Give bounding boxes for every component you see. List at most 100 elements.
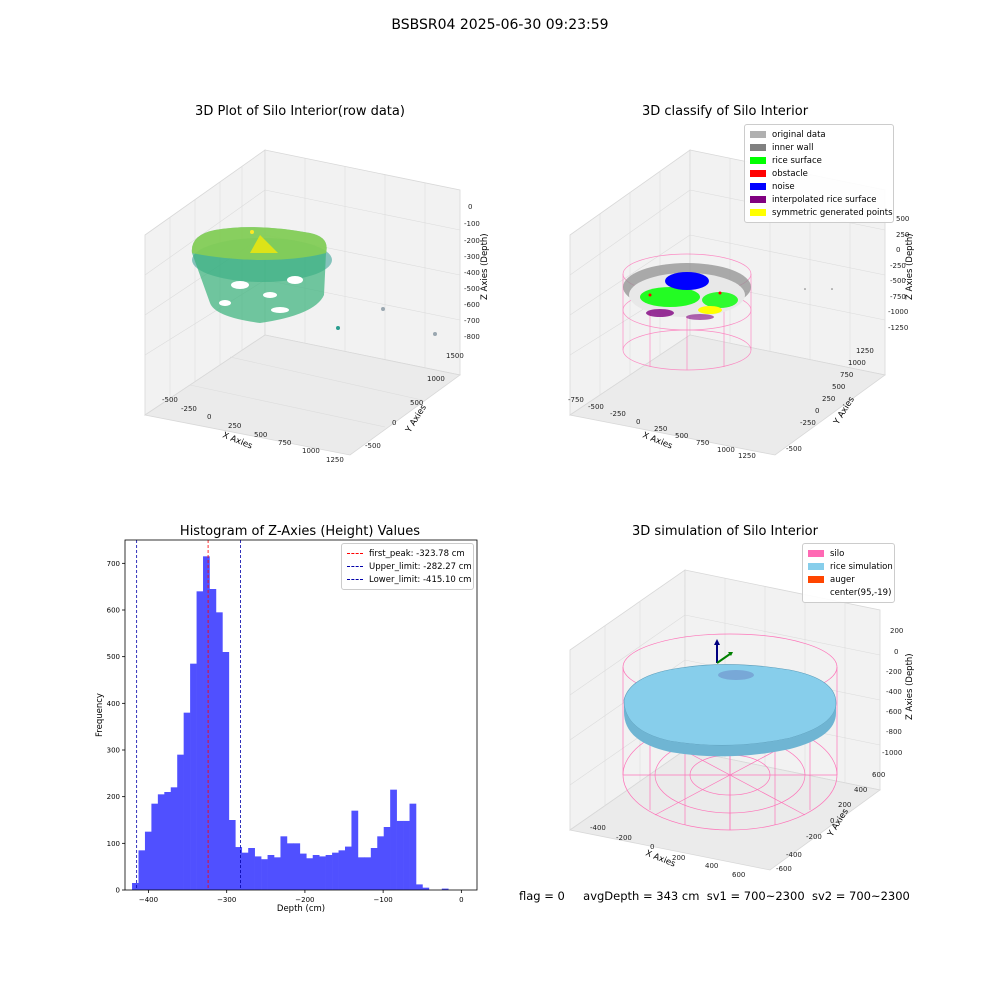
classify-ytick: 0 bbox=[815, 407, 819, 415]
simulation-xtick: 400 bbox=[705, 862, 718, 870]
histogram-ytick-label: 100 bbox=[107, 840, 120, 848]
raw-3d-plot: -500 -250 0 250 500 750 1000 1250 -500 0… bbox=[143, 149, 490, 464]
legend-entry: Lower_limit: -415.10 cm bbox=[347, 573, 471, 586]
histogram-bar bbox=[144, 831, 152, 890]
histogram-bar bbox=[306, 858, 314, 890]
histogram-bar bbox=[261, 859, 268, 890]
simulation-zlabel: Z Axies (Depth) bbox=[905, 653, 915, 720]
classify-ytick: 1000 bbox=[848, 359, 866, 367]
histogram-bar bbox=[357, 857, 365, 890]
legend-swatch bbox=[750, 196, 766, 203]
histogram-bar bbox=[351, 810, 359, 890]
legend-entry: Upper_limit: -282.27 cm bbox=[347, 560, 472, 573]
legend-swatch bbox=[347, 566, 363, 567]
raw-xtick: -250 bbox=[181, 405, 197, 413]
simulation-floor-pane bbox=[569, 749, 881, 871]
classify-ztick: -750 bbox=[890, 293, 906, 301]
raw-ytick: -500 bbox=[365, 442, 381, 450]
histogram-xtick-label: 0 bbox=[459, 896, 463, 904]
raw-ztick: -300 bbox=[464, 253, 480, 261]
simulation-ztick: -200 bbox=[886, 668, 902, 676]
legend-swatch bbox=[347, 553, 363, 554]
raw-ytick: 1500 bbox=[446, 352, 464, 360]
histogram-title: Histogram of Z-Axies (Height) Values bbox=[179, 524, 421, 539]
simulation-ztick: -1000 bbox=[882, 749, 902, 757]
histogram-bar bbox=[209, 589, 217, 890]
classify-xtick: 1250 bbox=[738, 452, 756, 460]
simulation-ytick: -600 bbox=[776, 865, 792, 873]
histogram-ytick-label: 200 bbox=[107, 793, 120, 801]
simulation-ytick: 0 bbox=[830, 817, 834, 825]
histogram-bar bbox=[151, 803, 159, 890]
histogram-xtick-label: −400 bbox=[139, 896, 158, 904]
histogram-ylabel: Frequency bbox=[95, 693, 105, 737]
legend-swatch bbox=[808, 563, 824, 570]
raw-ztick: -100 bbox=[464, 220, 480, 228]
histogram-bar bbox=[215, 612, 223, 890]
classify-ztick: -250 bbox=[890, 262, 906, 270]
raw-zlabel: Z Axies (Depth) bbox=[480, 233, 490, 300]
raw-ztick: -400 bbox=[464, 269, 480, 277]
histogram-xtick-label: −100 bbox=[374, 896, 393, 904]
histogram-bar bbox=[338, 850, 346, 890]
simulation-center-axis-y bbox=[716, 653, 731, 664]
histogram-bar bbox=[415, 884, 423, 890]
classify-zlabel: Z Axies (Depth) bbox=[905, 233, 915, 300]
simulation-ztick: -600 bbox=[886, 708, 902, 716]
classify-ztick: -1000 bbox=[888, 308, 908, 316]
histogram-bar bbox=[364, 857, 372, 890]
histogram-bar bbox=[293, 843, 301, 890]
classify-points bbox=[640, 272, 833, 320]
simulation-ztick: 200 bbox=[890, 627, 903, 635]
histogram-bar bbox=[325, 855, 333, 890]
simulation-xtick: 0 bbox=[650, 843, 654, 851]
simulation-xtick: -400 bbox=[590, 824, 606, 832]
legend-swatch bbox=[750, 183, 766, 190]
classify-plot-title: 3D classify of Silo Interior bbox=[641, 104, 809, 119]
status-line: flag = 0 avgDepth = 343 cm sv1 = 700~230… bbox=[519, 889, 910, 903]
raw-ztick: -800 bbox=[464, 333, 480, 341]
histogram-bar bbox=[222, 652, 230, 890]
raw-plot-title: 3D Plot of Silo Interior(row data) bbox=[195, 104, 405, 119]
histogram-bar bbox=[267, 855, 275, 890]
simulation-xtick: -200 bbox=[616, 834, 632, 842]
figure-title: BSBSR04 2025-06-30 09:23:59 bbox=[391, 17, 609, 33]
raw-outlier-2 bbox=[381, 307, 385, 311]
legend-entry: auger bbox=[808, 573, 889, 586]
simulation-ztick: -800 bbox=[886, 728, 902, 736]
raw-ytick: 0 bbox=[392, 419, 396, 427]
simulation-rice-depression bbox=[718, 670, 754, 680]
classify-ztick: 500 bbox=[896, 215, 909, 223]
raw-xtick: 250 bbox=[228, 422, 241, 430]
histogram-ytick-label: 700 bbox=[107, 560, 120, 568]
histogram-bar bbox=[396, 820, 404, 890]
histogram-bar bbox=[248, 848, 255, 890]
histogram-bar bbox=[138, 850, 146, 890]
legend-label: first_peak: -323.78 cm bbox=[369, 548, 465, 559]
legend-swatch bbox=[750, 170, 766, 177]
legend-entry: obstacle bbox=[750, 167, 888, 180]
histogram-bar bbox=[177, 754, 184, 890]
histogram-chart: −400 −300 −200 −100 0 0 100 200 300 400 500 600 700… bbox=[95, 539, 478, 914]
legend-entry: original data bbox=[750, 128, 888, 141]
histogram-bar bbox=[312, 855, 320, 890]
histogram-bar bbox=[390, 789, 397, 890]
histogram-bar bbox=[196, 591, 204, 890]
histogram-bar bbox=[299, 853, 307, 890]
histogram-bar bbox=[409, 803, 417, 890]
legend-swatch bbox=[347, 579, 363, 580]
simulation-xlabel: X Axies bbox=[644, 849, 677, 870]
legend-entry: rice simulation bbox=[808, 560, 893, 573]
histogram-bar bbox=[403, 820, 410, 890]
histogram-bar bbox=[422, 887, 430, 890]
histogram-bar bbox=[280, 836, 288, 890]
histogram-bar bbox=[164, 792, 172, 890]
histogram-xtick-label: −300 bbox=[217, 896, 236, 904]
classify-xtick: 250 bbox=[654, 425, 667, 433]
histogram-ytick-label: 0 bbox=[116, 887, 120, 895]
legend-label: noise bbox=[772, 181, 795, 192]
histogram-bar bbox=[377, 836, 385, 890]
legend-label: center(95,-19) bbox=[830, 587, 892, 598]
legend-entry: rice surface bbox=[750, 154, 888, 167]
simulation-xtick: 200 bbox=[672, 854, 685, 862]
